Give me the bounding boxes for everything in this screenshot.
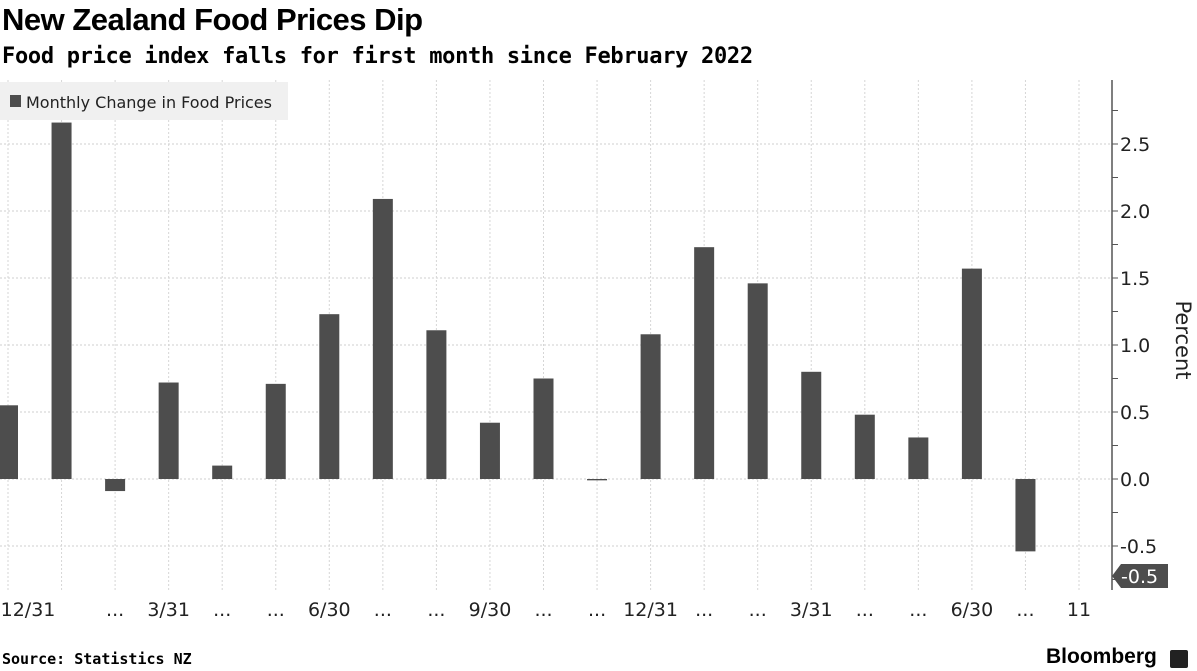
y-tick-label: -0.5 <box>1120 536 1157 558</box>
legend-box <box>0 82 288 120</box>
y-tick-label: 1.5 <box>1120 268 1150 290</box>
bar <box>265 383 286 479</box>
x-tick-label: ... <box>374 599 392 621</box>
bar <box>51 122 72 479</box>
bar <box>694 247 715 479</box>
bloomberg-chart-icon <box>1170 650 1188 668</box>
x-tick-label: ... <box>534 599 552 621</box>
x-tick-label: ... <box>213 599 231 621</box>
bar <box>372 198 393 479</box>
bar <box>854 414 875 479</box>
y-tick-label: 0.5 <box>1120 402 1150 424</box>
chart-subtitle: Food price index falls for first month s… <box>2 44 753 69</box>
bar <box>319 314 340 479</box>
x-tick-label: 9/30 <box>469 599 512 621</box>
x-tick-label: 11 <box>1067 599 1091 621</box>
bar <box>105 479 126 492</box>
x-tick-label: 3/31 <box>147 599 190 621</box>
y-tick-label: 1.0 <box>1120 335 1150 357</box>
x-tick-label: ... <box>106 599 124 621</box>
y-tick-label: 2.0 <box>1120 201 1150 223</box>
x-tick-label: ... <box>856 599 874 621</box>
x-tick-label: ... <box>695 599 713 621</box>
bar <box>158 382 179 479</box>
last-value-label: -0.5 <box>1121 566 1158 588</box>
x-tick-label: ... <box>749 599 767 621</box>
bar <box>587 479 608 481</box>
y-tick-label: 2.5 <box>1120 134 1150 156</box>
x-tick-label: ... <box>588 599 606 621</box>
x-tick-label: 6/30 <box>308 599 351 621</box>
x-tick-label: 12/31 <box>1 599 56 621</box>
bar <box>801 371 822 479</box>
x-tick-label: ... <box>427 599 445 621</box>
bar <box>640 334 661 479</box>
legend-swatch <box>10 95 21 107</box>
x-tick-label: ... <box>267 599 285 621</box>
x-tick-label: 6/30 <box>951 599 994 621</box>
bar <box>212 465 233 479</box>
bar <box>533 378 554 479</box>
bar <box>961 268 982 479</box>
legend-label: Monthly Change in Food Prices <box>26 93 272 112</box>
bar <box>479 422 500 479</box>
x-tick-label: ... <box>909 599 927 621</box>
x-tick-label: 3/31 <box>790 599 833 621</box>
y-tick-label: 0.0 <box>1120 469 1150 491</box>
bar <box>1015 479 1036 552</box>
bar <box>747 283 768 479</box>
bar <box>0 405 18 479</box>
y-axis-title: Percent <box>1171 300 1195 379</box>
last-value-tag <box>1112 564 1168 588</box>
x-tick-label: ... <box>1016 599 1034 621</box>
source-note: Source: Statistics NZ <box>2 650 192 668</box>
x-tick-label: 12/31 <box>623 599 678 621</box>
bar <box>908 437 929 479</box>
bloomberg-logo: Bloomberg <box>1046 645 1157 668</box>
bar <box>426 330 447 479</box>
chart-title: New Zealand Food Prices Dip <box>2 2 423 37</box>
